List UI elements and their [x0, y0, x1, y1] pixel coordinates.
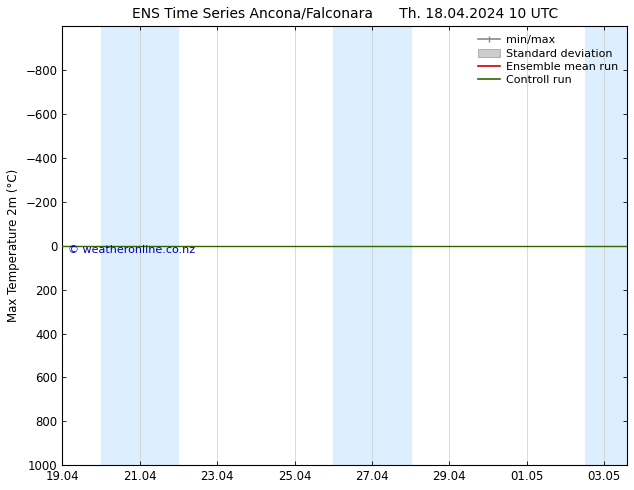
Bar [585, 26, 627, 465]
Bar [101, 26, 179, 465]
Text: © weatheronline.co.nz: © weatheronline.co.nz [68, 245, 195, 255]
Bar [333, 26, 410, 465]
Y-axis label: Max Temperature 2m (°C): Max Temperature 2m (°C) [7, 169, 20, 322]
Legend: min/max, Standard deviation, Ensemble mean run, Controll run: min/max, Standard deviation, Ensemble me… [475, 32, 621, 89]
Title: ENS Time Series Ancona/Falconara      Th. 18.04.2024 10 UTC: ENS Time Series Ancona/Falconara Th. 18.… [132, 7, 558, 21]
